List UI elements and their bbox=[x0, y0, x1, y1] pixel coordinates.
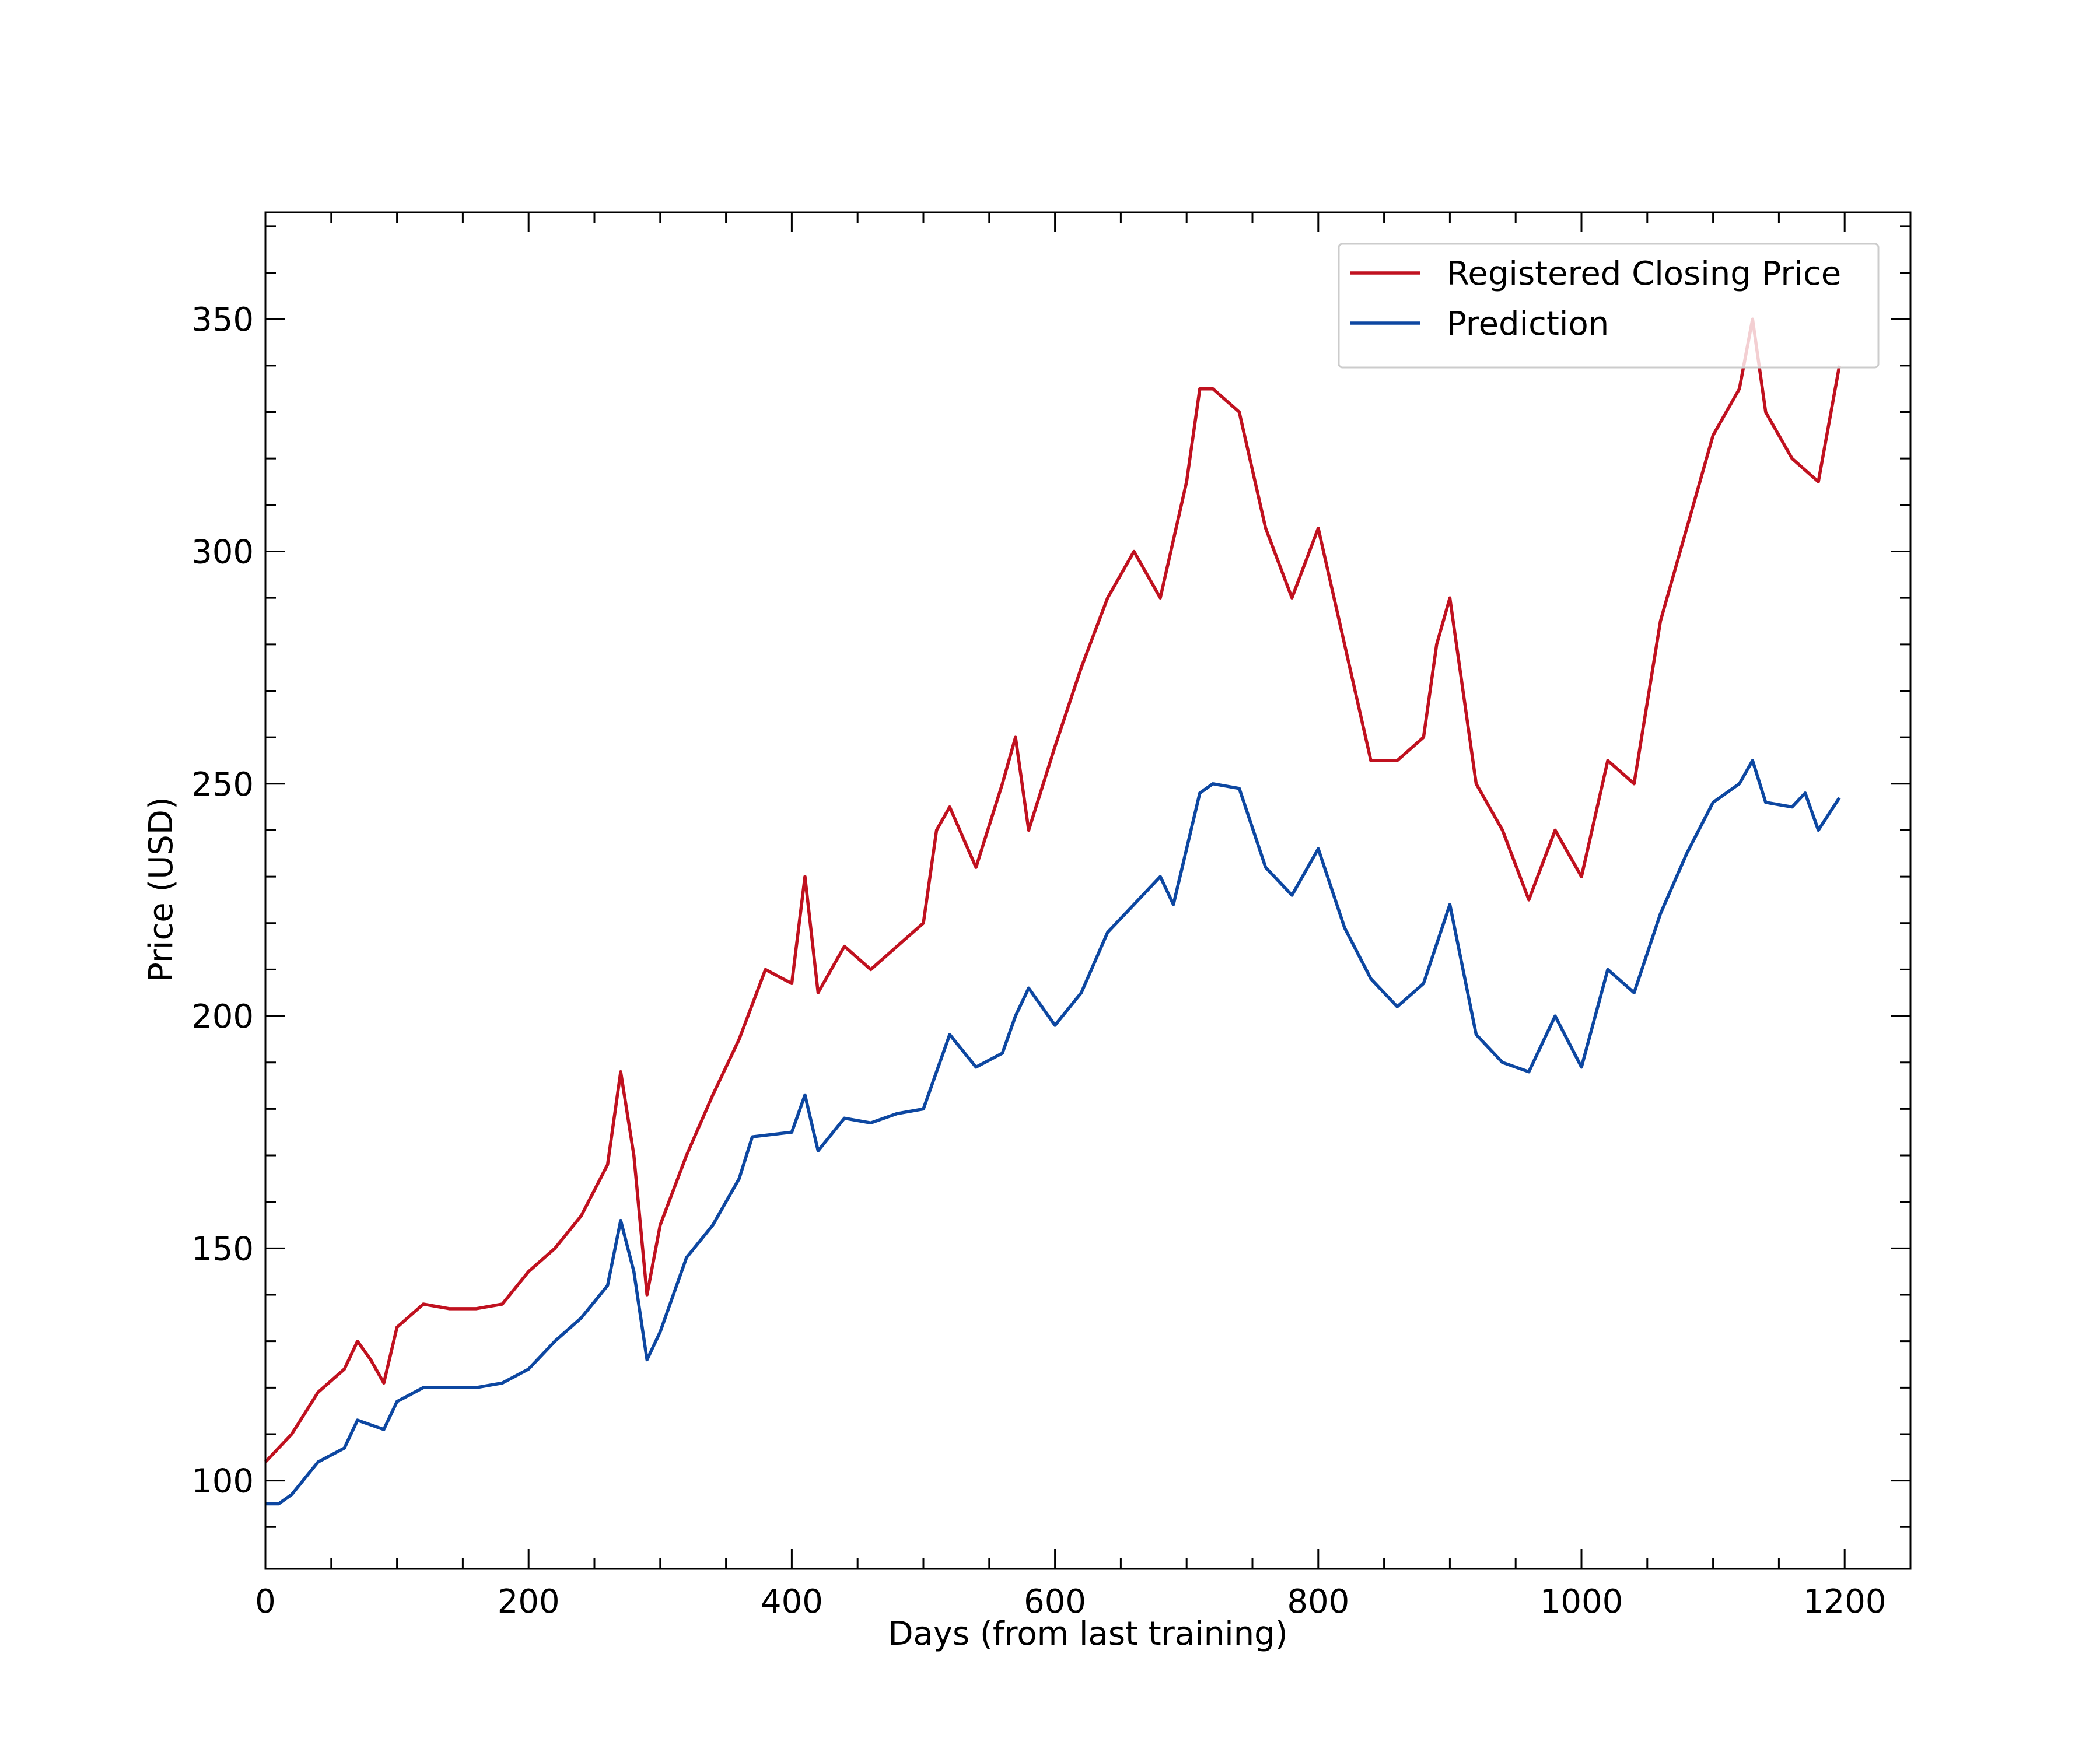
y-axis-label: Price (USD) bbox=[142, 797, 180, 982]
plot-frame bbox=[264, 211, 1912, 1570]
x-tick-label: 0 bbox=[255, 1583, 276, 1621]
x-tick-label: 1000 bbox=[1540, 1583, 1623, 1621]
y-tick-label: 100 bbox=[191, 1463, 254, 1501]
x-axis-label: Days (from last training) bbox=[888, 1615, 1287, 1653]
y-tick-label: 150 bbox=[191, 1230, 254, 1268]
series-line bbox=[265, 759, 1841, 1506]
x-tick-label: 200 bbox=[498, 1583, 560, 1621]
y-tick-label: 300 bbox=[191, 534, 254, 572]
y-tick-label: 200 bbox=[191, 998, 254, 1036]
x-tick-label: 400 bbox=[761, 1583, 823, 1621]
series-line bbox=[264, 317, 1841, 1463]
y-tick-label: 350 bbox=[191, 301, 254, 339]
legend-box bbox=[1338, 243, 1880, 369]
x-tick-label: 600 bbox=[1024, 1583, 1086, 1621]
legend-label: Prediction bbox=[1447, 305, 1609, 343]
legend-label: Registered Closing Price bbox=[1447, 255, 1841, 293]
x-tick-label: 1200 bbox=[1803, 1583, 1887, 1621]
x-tick-label: 800 bbox=[1287, 1583, 1349, 1621]
legend: Registered Closing Price Prediction bbox=[1338, 243, 1880, 369]
y-tick-label: 250 bbox=[191, 766, 254, 804]
